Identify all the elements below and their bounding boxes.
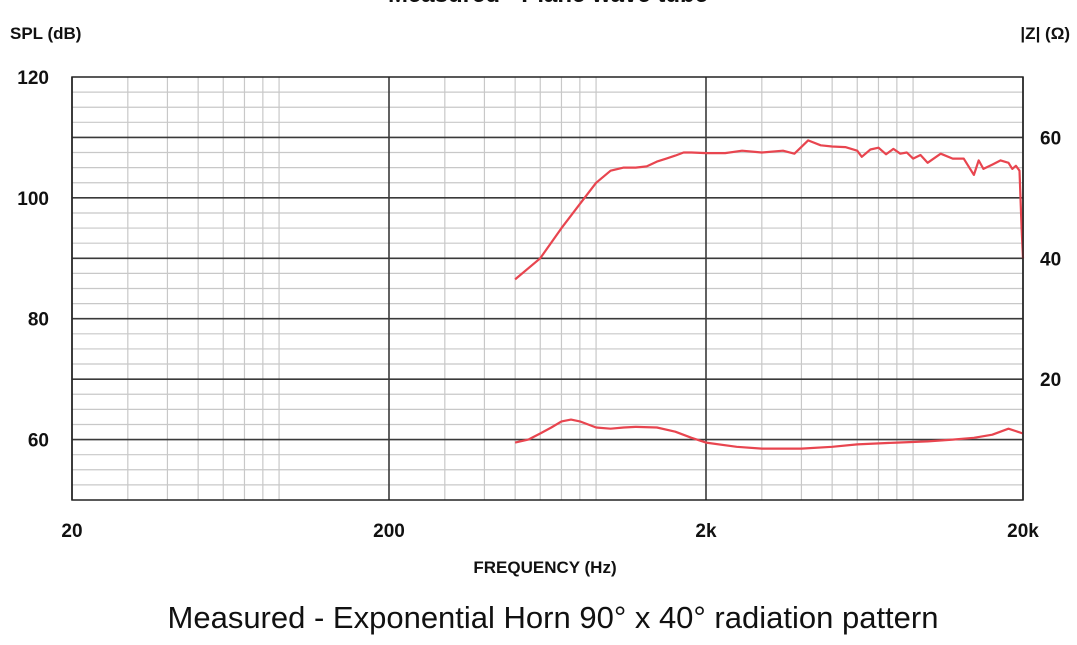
x-tick-label: 20 [61, 521, 82, 542]
y-tick-label-right: 20 [1040, 370, 1061, 391]
y-tick-label-left: 100 [17, 189, 49, 210]
y-tick-label-right: 60 [1040, 128, 1061, 149]
chart-caption: Measured - Exponential Horn 90° x 40° ra… [168, 600, 939, 635]
plot-frame [71, 76, 1024, 501]
impedance-curve-line [514, 418, 1024, 450]
x-tick-label: 200 [373, 521, 405, 542]
y-tick-label-right: 40 [1040, 249, 1061, 270]
y-tick-label-left: 120 [17, 68, 49, 89]
series-lines [514, 139, 1025, 450]
y-axis-label-right: |Z| (Ω) [1020, 24, 1070, 43]
tick-labels: 20 200 2k 20k 60 80 100 120 20 40 60 [17, 68, 1061, 542]
x-tick-label: 20k [1007, 521, 1039, 542]
x-tick-label: 2k [695, 521, 717, 542]
grid-lines [71, 77, 1024, 500]
y-axis-label-left: SPL (dB) [10, 24, 81, 43]
spl-response-line [514, 139, 1025, 281]
x-axis-label: FREQUENCY (Hz) [473, 558, 616, 577]
y-tick-label-left: 60 [28, 431, 49, 452]
chart-title: Measured - Plane wave tube [388, 0, 708, 8]
y-tick-label-left: 80 [28, 310, 49, 331]
